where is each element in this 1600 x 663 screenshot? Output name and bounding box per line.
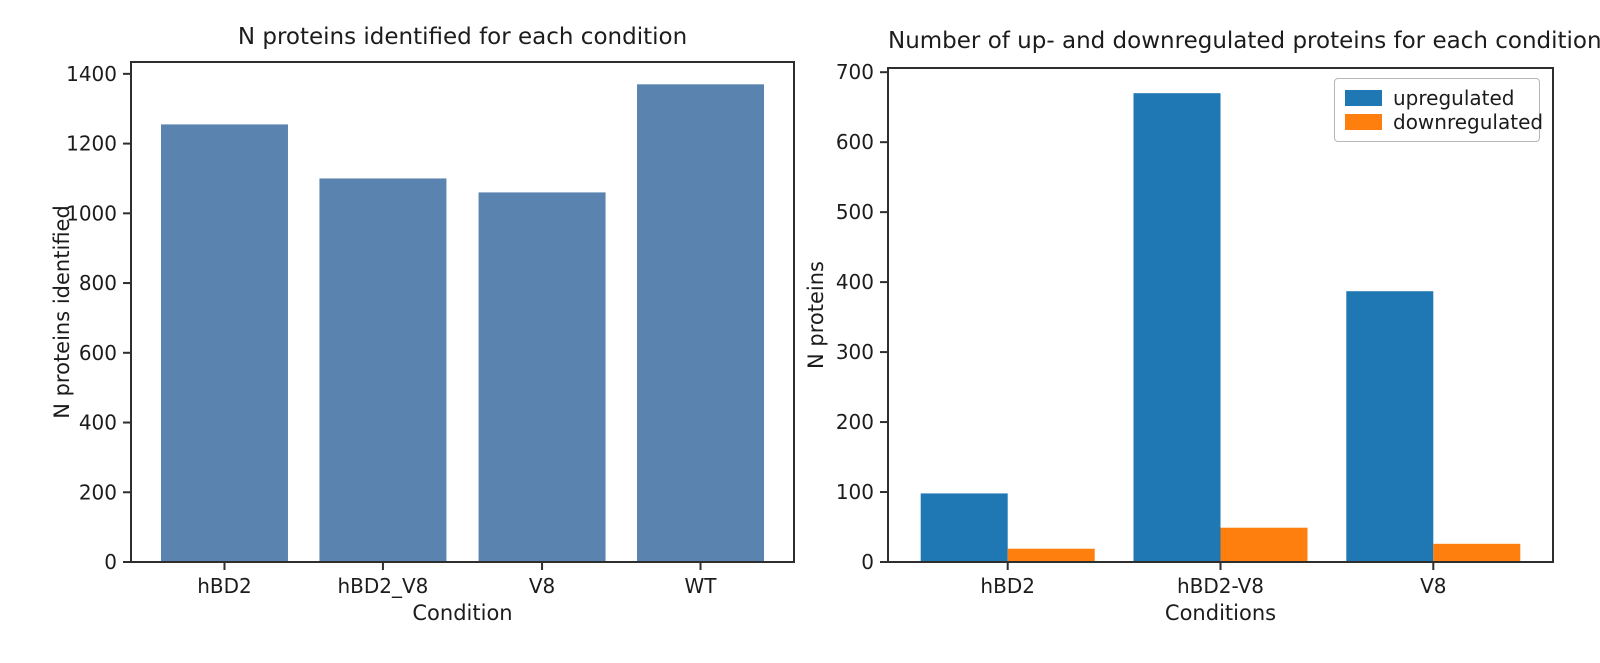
y-tick-label: 700 (836, 60, 874, 84)
legend-item-downregulated: downregulated (1345, 110, 1543, 134)
x-tick-label: hBD2-V8 (1177, 574, 1264, 598)
bar-upregulated-hBD2 (920, 493, 1008, 562)
legend-item-upregulated: upregulated (1345, 86, 1529, 110)
legend-swatch-downregulated (1345, 114, 1382, 130)
left-chart-xlabel: Condition (412, 601, 513, 625)
bar-V8 (478, 192, 606, 562)
y-tick-label: 1400 (66, 62, 117, 86)
y-tick-label: 500 (836, 200, 874, 224)
legend-label-upregulated: upregulated (1393, 86, 1515, 110)
x-tick-label: hBD2_V8 (337, 574, 428, 598)
y-tick-label: 200 (836, 410, 874, 434)
legend-box: upregulated downregulated (1334, 78, 1543, 142)
bar-WT (637, 84, 765, 563)
y-tick-label: 1200 (66, 132, 117, 156)
y-tick-label: 600 (79, 341, 117, 365)
y-tick-label: 0 (104, 550, 117, 574)
bar-upregulated-V8 (1346, 291, 1434, 562)
y-tick-label: 300 (836, 340, 874, 364)
legend-swatch-upregulated (1345, 90, 1382, 106)
y-tick-label: 600 (836, 130, 874, 154)
bar-upregulated-hBD2-V8 (1133, 93, 1221, 562)
right-chart-title: Number of up- and downregulated proteins… (888, 28, 1600, 54)
y-tick-label: 100 (836, 480, 874, 504)
x-tick-label: WT (685, 574, 718, 598)
left-chart-plot: 0 200 400 600 800 1000 1200 1400 hBD2 hBD2_V8 V8 WT (66, 61, 795, 598)
left-chart-ylabel: N proteins identified (50, 205, 74, 419)
right-chart-ylabel: N proteins (804, 261, 828, 369)
bar-downregulated-hBD2 (1007, 548, 1095, 562)
x-tick-label: V8 (529, 574, 555, 598)
x-tick-label: hBD2 (980, 574, 1035, 598)
y-tick-label: 400 (79, 411, 117, 435)
y-tick-label: 800 (79, 271, 117, 295)
bar-downregulated-V8 (1433, 543, 1521, 562)
y-tick-label: 400 (836, 270, 874, 294)
y-tick-label: 0 (861, 550, 874, 574)
y-tick-label: 200 (79, 480, 117, 504)
y-tick-label: 1000 (66, 201, 117, 225)
x-tick-label: V8 (1420, 574, 1446, 598)
bar-hBD2_V8 (319, 178, 447, 562)
x-tick-label: hBD2 (197, 574, 252, 598)
legend-label-downregulated: downregulated (1393, 110, 1544, 134)
right-chart-xlabel: Conditions (1164, 601, 1277, 625)
bar-downregulated-hBD2-V8 (1220, 527, 1308, 562)
right-chart-plot: 0 100 200 300 400 500 600 700 hBD2 hBD2-V8 V8 (836, 60, 1554, 598)
axes-frame (130, 61, 795, 563)
left-chart-title: N proteins identified for each condition (237, 24, 688, 50)
bar-hBD2 (160, 124, 288, 562)
